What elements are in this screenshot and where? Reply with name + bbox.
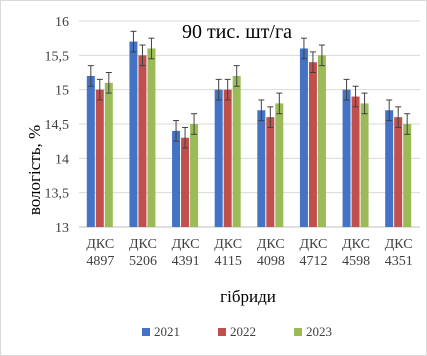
y-tick-label: 13: [55, 221, 69, 236]
x-tick-label: ДКС: [257, 237, 285, 252]
bar-2022-1: [138, 55, 147, 228]
x-tick-label: ДКС: [129, 237, 157, 252]
x-axis-title: гібриди: [220, 287, 276, 306]
bar-2022-5: [308, 62, 317, 228]
x-tick-label: 4391: [172, 254, 200, 269]
bar-2022-0: [95, 89, 104, 228]
bar-2022-4: [266, 117, 275, 227]
bar-2023-2: [190, 124, 199, 227]
x-tick-label: 4351: [385, 254, 413, 269]
legend: 2021 2022 2023: [142, 324, 332, 339]
y-tick-labels: 13 13,5 14 14,5 15 15,5 16: [45, 15, 70, 236]
bar-2023-0: [104, 82, 113, 227]
x-tick-label: 4115: [214, 254, 241, 269]
x-tick-label: 4897: [86, 254, 114, 269]
x-tick-label: ДКС: [172, 237, 200, 252]
x-tick-labels: ДКС 4897 ДКС 5206 ДКС 4391 ДКС 4115 ДКС 4098 ДКС 47…: [86, 237, 412, 269]
y-tick-label: 15,5: [45, 49, 70, 64]
y-tick-label: 13,5: [45, 187, 70, 202]
y-tick-label: 14: [55, 152, 69, 167]
x-tick-label: ДКС: [385, 237, 413, 252]
y-tick-label: 14,5: [45, 118, 70, 133]
bar-2022-7: [394, 117, 403, 227]
x-tick-label: 4598: [342, 254, 370, 269]
x-tick-label: 4712: [299, 254, 327, 269]
y-axis-title: вологість, %: [25, 125, 44, 215]
bar-2022-6: [351, 96, 360, 228]
legend-swatch-2021: [142, 328, 150, 336]
bar-2023-7: [403, 124, 412, 227]
x-tick-label: 5206: [129, 254, 157, 269]
x-tick-label: ДКС: [214, 237, 242, 252]
bar-2021-0: [86, 75, 95, 227]
bar-2021-3: [214, 89, 223, 228]
legend-label-2023: 2023: [306, 324, 332, 339]
x-tick-label: ДКС: [299, 237, 327, 252]
bar-2023-3: [232, 75, 241, 227]
bar-2021-5: [299, 48, 308, 227]
bar-2021-7: [385, 110, 394, 227]
bar-2021-6: [342, 89, 351, 228]
chart-title: 90 тис. шт/га: [182, 21, 292, 43]
x-tick-label: 4098: [257, 254, 285, 269]
legend-label-2022: 2022: [230, 324, 256, 339]
legend-swatch-2022: [218, 328, 226, 336]
bar-2021-2: [172, 130, 181, 227]
bar-2023-5: [317, 55, 326, 228]
bar-2023-1: [147, 48, 156, 227]
bar-2022-2: [181, 137, 190, 227]
bar-2022-3: [223, 89, 232, 228]
bar-2021-1: [129, 41, 138, 227]
x-tick-label: ДКС: [342, 237, 370, 252]
x-tick-label: ДКС: [86, 237, 114, 252]
bar-2023-6: [360, 103, 369, 227]
legend-label-2021: 2021: [154, 324, 180, 339]
bars: [86, 30, 412, 228]
y-tick-label: 15: [55, 84, 69, 99]
bar-2021-4: [257, 110, 266, 227]
bar-2023-4: [275, 103, 284, 227]
legend-swatch-2023: [294, 328, 302, 336]
y-tick-label: 16: [55, 15, 69, 30]
